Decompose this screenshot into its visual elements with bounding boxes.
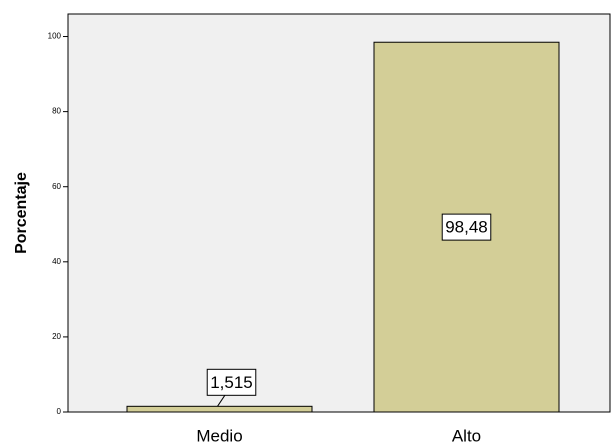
data-label-box <box>441 213 492 241</box>
bar <box>126 405 313 413</box>
data-label: 98,48 <box>445 218 488 237</box>
y-tick-label: 60 <box>52 182 61 191</box>
data-label-box <box>206 368 257 396</box>
y-tick-label: 40 <box>52 257 61 266</box>
y-tick-label: 0 <box>57 407 62 416</box>
y-tick-label: 80 <box>52 107 61 116</box>
y-tick-label: 20 <box>52 332 61 341</box>
label-leader <box>217 394 226 407</box>
x-tick-label: Medio <box>196 426 242 445</box>
y-tick-label: 100 <box>48 32 62 41</box>
data-label: 1,515 <box>210 373 253 392</box>
x-tick-label: Alto <box>452 426 481 445</box>
y-axis-label: Porcentaje <box>13 172 30 254</box>
